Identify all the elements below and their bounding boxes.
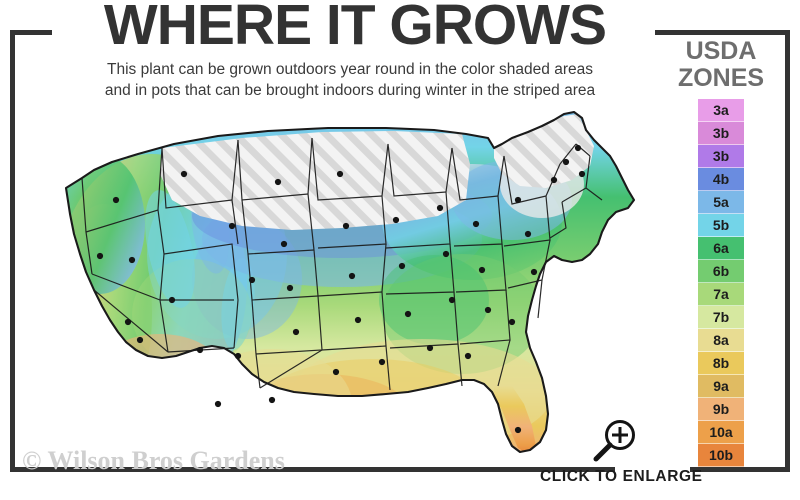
legend-zone-3b: 3b <box>698 145 744 168</box>
legend-zone-5a: 5a <box>698 191 744 214</box>
frame-segment-left <box>10 30 15 472</box>
legend-zone-9a: 9a <box>698 375 744 398</box>
state-boundaries <box>81 137 603 391</box>
usda-heading-line-2: ZONES <box>677 63 765 92</box>
striped-indoor-region <box>160 131 470 230</box>
usda-zones-heading: USDA ZONES <box>660 38 782 91</box>
legend-zone-8a: 8a <box>698 329 744 352</box>
magnifier-plus-icon[interactable] <box>589 418 641 464</box>
subtitle: This plant can be grown outdoors year ro… <box>40 60 660 102</box>
frame-segment-bottom <box>10 467 615 472</box>
legend-zone-9b: 9b <box>698 398 744 421</box>
legend-zone-6a: 6a <box>698 237 744 260</box>
frame-segment-top-left <box>10 30 52 35</box>
striped-indoor-region-northeast <box>494 114 594 188</box>
frame-segment-right <box>785 30 790 472</box>
click-to-enlarge-control[interactable]: CLICK TO ENLARGE <box>540 418 703 486</box>
legend-zone-3b: 3b <box>698 122 744 145</box>
page-title: WHERE IT GROWS <box>103 0 607 57</box>
legend-zone-3a: 3a <box>698 99 744 122</box>
legend-zone-7a: 7a <box>698 283 744 306</box>
legend-zone-4b: 4b <box>698 168 744 191</box>
zone-legend-list: 3a 3b 3b 4b 5a 5b 6a 6b 7a 7b 8a 8b 9a 9b 10a 10b <box>698 99 744 467</box>
subtitle-line-2: and in pots that can be brought indoors … <box>104 81 596 99</box>
legend-zone-10a: 10a <box>698 421 744 444</box>
copyright-watermark: © Wilson Bros Gardens <box>22 446 285 475</box>
usda-zones-panel: USDA ZONES 3a 3b 3b 4b 5a 5b 6a 6b 7a 7b 8a 8b 9a 9b 1… <box>660 38 782 467</box>
legend-zone-5b: 5b <box>698 214 744 237</box>
subtitle-line-1: This plant can be grown outdoors year ro… <box>107 61 593 78</box>
legend-zone-8b: 8b <box>698 352 744 375</box>
legend-zone-6b: 6b <box>698 260 744 283</box>
city-markers <box>96 144 586 434</box>
frame-segment-bottom-right <box>690 467 790 472</box>
country-outline <box>64 110 636 454</box>
legend-zone-10b: 10b <box>698 444 744 467</box>
legend-zone-7b: 7b <box>698 306 744 329</box>
frame-segment-top-right <box>655 30 790 35</box>
usda-heading-line-1: USDA <box>685 37 757 65</box>
click-to-enlarge-label: CLICK TO ENLARGE <box>540 468 703 485</box>
usa-zone-map[interactable] <box>42 104 654 462</box>
